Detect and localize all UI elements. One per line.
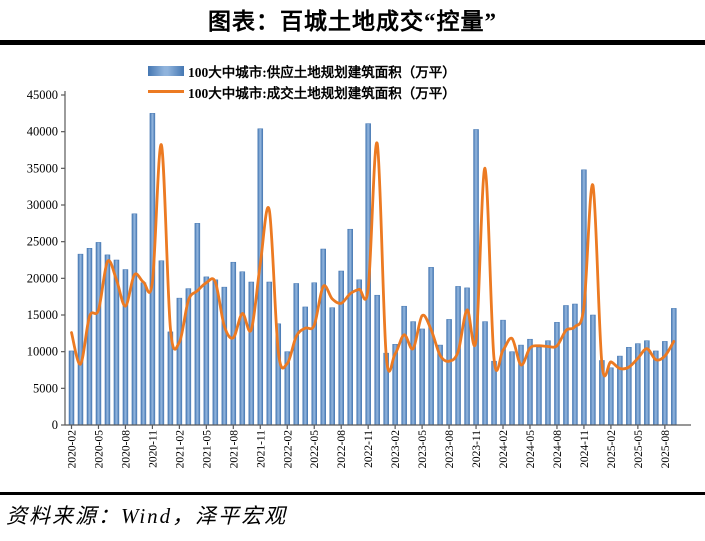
x-tick-label: 2025-02: [606, 430, 618, 469]
x-tick-label: 2023-11: [471, 430, 483, 468]
bar: [203, 276, 210, 426]
bar: [95, 242, 102, 426]
bar: [671, 308, 677, 426]
bar: [608, 367, 614, 426]
x-tick-label: 2024-11: [579, 430, 591, 468]
bar: [482, 321, 488, 426]
x-tick-label: 2021-02: [174, 430, 186, 469]
bar: [500, 319, 506, 426]
y-tick-label: 5000: [33, 381, 58, 395]
line-series-swatch-icon: [148, 90, 184, 93]
bar: [266, 281, 273, 426]
bar: [347, 228, 353, 426]
chart-title: 图表：百城土地成交“控量”: [208, 9, 497, 34]
x-tick-label: 2023-02: [390, 430, 402, 469]
bar: [248, 281, 255, 426]
y-tick-label: 0: [52, 418, 58, 432]
legend-label-supply: 100大中城市:供应土地规划建筑面积（万平）: [188, 64, 456, 80]
y-tick-label: 25000: [27, 235, 58, 249]
chart-legend: 100大中城市:供应土地规划建筑面积（万平） 100大中城市:成交土地规划建筑面…: [148, 61, 456, 101]
bar: [419, 328, 425, 426]
x-tick-label: 2020-11: [147, 430, 159, 468]
x-tick-label: 2023-05: [417, 430, 429, 469]
bar: [212, 279, 219, 426]
bar: [194, 223, 201, 426]
bar: [554, 322, 560, 426]
bar: [590, 314, 596, 426]
y-tick-label: 15000: [27, 308, 58, 322]
bar: [104, 254, 111, 426]
bar: [239, 271, 246, 426]
bar: [86, 248, 93, 426]
bar: [446, 319, 452, 426]
bar: [374, 294, 380, 426]
y-tick-label: 10000: [27, 345, 58, 359]
title-divider: [0, 40, 705, 45]
y-tick-label: 45000: [27, 88, 58, 102]
bar: [293, 283, 299, 426]
x-tick-label: 2020-02: [67, 430, 79, 469]
transaction-line: [70, 141, 676, 378]
bar: [302, 306, 308, 426]
x-tick-label: 2025-08: [660, 430, 672, 469]
bar: [68, 350, 75, 426]
bar: [428, 267, 434, 426]
x-tick-label: 2021-08: [228, 430, 240, 469]
bar: [644, 340, 650, 426]
x-tick-label: 2024-05: [525, 430, 537, 469]
source-note: 资料来源：Wind，泽平宏观: [6, 504, 288, 528]
x-tick-label: 2022-02: [282, 430, 294, 469]
bar: [473, 129, 479, 426]
bar: [176, 297, 183, 426]
bar: [329, 307, 335, 426]
bar: [311, 282, 317, 426]
legend-item-transaction: 100大中城市:成交土地规划建筑面积（万平）: [148, 82, 456, 101]
y-tick-label: 20000: [27, 271, 58, 285]
x-tick-label: 2022-11: [363, 430, 375, 468]
bar-series-swatch-icon: [148, 65, 184, 76]
x-tick-label: 2025-05: [633, 430, 645, 469]
bar: [410, 321, 416, 426]
x-tick-label: 2024-02: [498, 430, 510, 469]
bar: [626, 347, 632, 426]
bar: [338, 270, 344, 426]
x-tick-label: 2022-05: [309, 430, 321, 469]
x-tick-label: 2022-08: [336, 430, 348, 469]
bar: [320, 248, 326, 426]
footer-divider: [0, 492, 705, 495]
bar: [221, 286, 228, 426]
y-tick-label: 40000: [27, 125, 58, 139]
bar: [158, 260, 165, 426]
bar: [509, 351, 515, 426]
bar: [572, 303, 578, 426]
bar: [77, 253, 84, 426]
y-tick-label: 30000: [27, 198, 58, 212]
legend-item-supply: 100大中城市:供应土地规划建筑面积（万平）: [148, 61, 456, 80]
x-tick-label: 2021-11: [255, 430, 267, 468]
bar: [122, 269, 129, 426]
y-tick-label: 35000: [27, 161, 58, 175]
bar: [401, 305, 407, 426]
bar: [545, 340, 551, 426]
legend-label-transaction: 100大中城市:成交土地规划建筑面积（万平）: [188, 85, 456, 101]
x-tick-label: 2021-05: [201, 430, 213, 469]
bar: [653, 350, 659, 426]
bar: [536, 347, 542, 426]
bar: [140, 282, 147, 426]
x-tick-label: 2024-08: [552, 430, 564, 469]
x-tick-label: 2023-08: [444, 430, 456, 469]
x-tick-label: 2020-05: [94, 430, 106, 469]
bar: [131, 213, 138, 426]
bar: [563, 305, 569, 426]
bar: [230, 261, 237, 426]
x-tick-label: 2020-08: [120, 430, 132, 469]
bar: [356, 279, 362, 426]
